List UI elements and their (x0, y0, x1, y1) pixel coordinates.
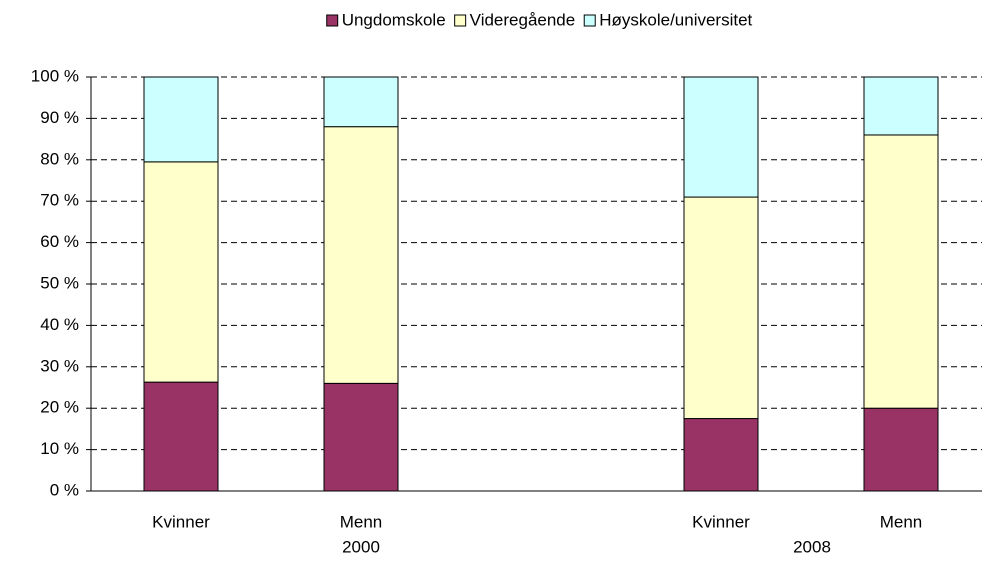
y-tick-label: 90 % (40, 108, 79, 127)
legend-label: Videregående (470, 10, 576, 29)
y-tick-label: 20 % (40, 398, 79, 417)
x-tick-label: Menn (340, 512, 383, 531)
y-tick-label: 50 % (40, 273, 79, 292)
bar-segment (683, 418, 759, 492)
bar-segment (863, 76, 939, 136)
y-tick-label: 70 % (40, 191, 79, 210)
x-tick-label: Kvinner (152, 512, 210, 531)
y-tick-label: 80 % (40, 149, 79, 168)
bar-segment (143, 76, 219, 163)
legend-swatch (326, 14, 339, 27)
y-tick-label: 60 % (40, 232, 79, 251)
x-tick-label: Menn (880, 512, 923, 531)
group-label: 2000 (342, 537, 380, 556)
bar-segment (323, 126, 399, 384)
y-tick-label: 10 % (40, 439, 79, 458)
x-tick-label: Kvinner (692, 512, 750, 531)
legend-label: Ungdomskole (342, 10, 446, 29)
bar-segment (323, 382, 399, 492)
y-tick-label: 0 % (50, 480, 79, 499)
bar-segment (863, 407, 939, 492)
y-tick-label: 30 % (40, 356, 79, 375)
bar-segment (683, 196, 759, 420)
bar-segment (323, 76, 399, 128)
bar-segment (143, 381, 219, 492)
bar-segment (863, 134, 939, 409)
legend-label: Høyskole/universitet (599, 10, 752, 29)
y-tick-label: 40 % (40, 315, 79, 334)
y-tick-label: 100 % (31, 66, 79, 85)
bar-segment (143, 161, 219, 383)
bar-segment (683, 76, 759, 198)
legend-swatch (583, 14, 596, 27)
legend-swatch (454, 14, 467, 27)
group-label: 2008 (793, 537, 831, 556)
